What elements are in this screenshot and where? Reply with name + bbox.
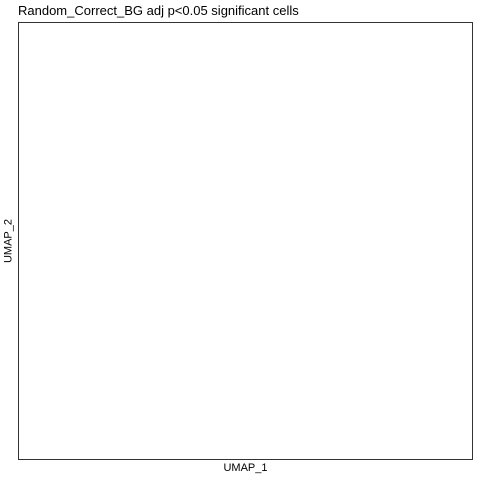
x-axis-label: UMAP_1 [223,462,268,474]
plot-panel [18,22,473,460]
y-axis-label: UMAP_2 [2,218,15,264]
chart-title: Random_Correct_BG adj p<0.05 significant… [18,3,299,18]
